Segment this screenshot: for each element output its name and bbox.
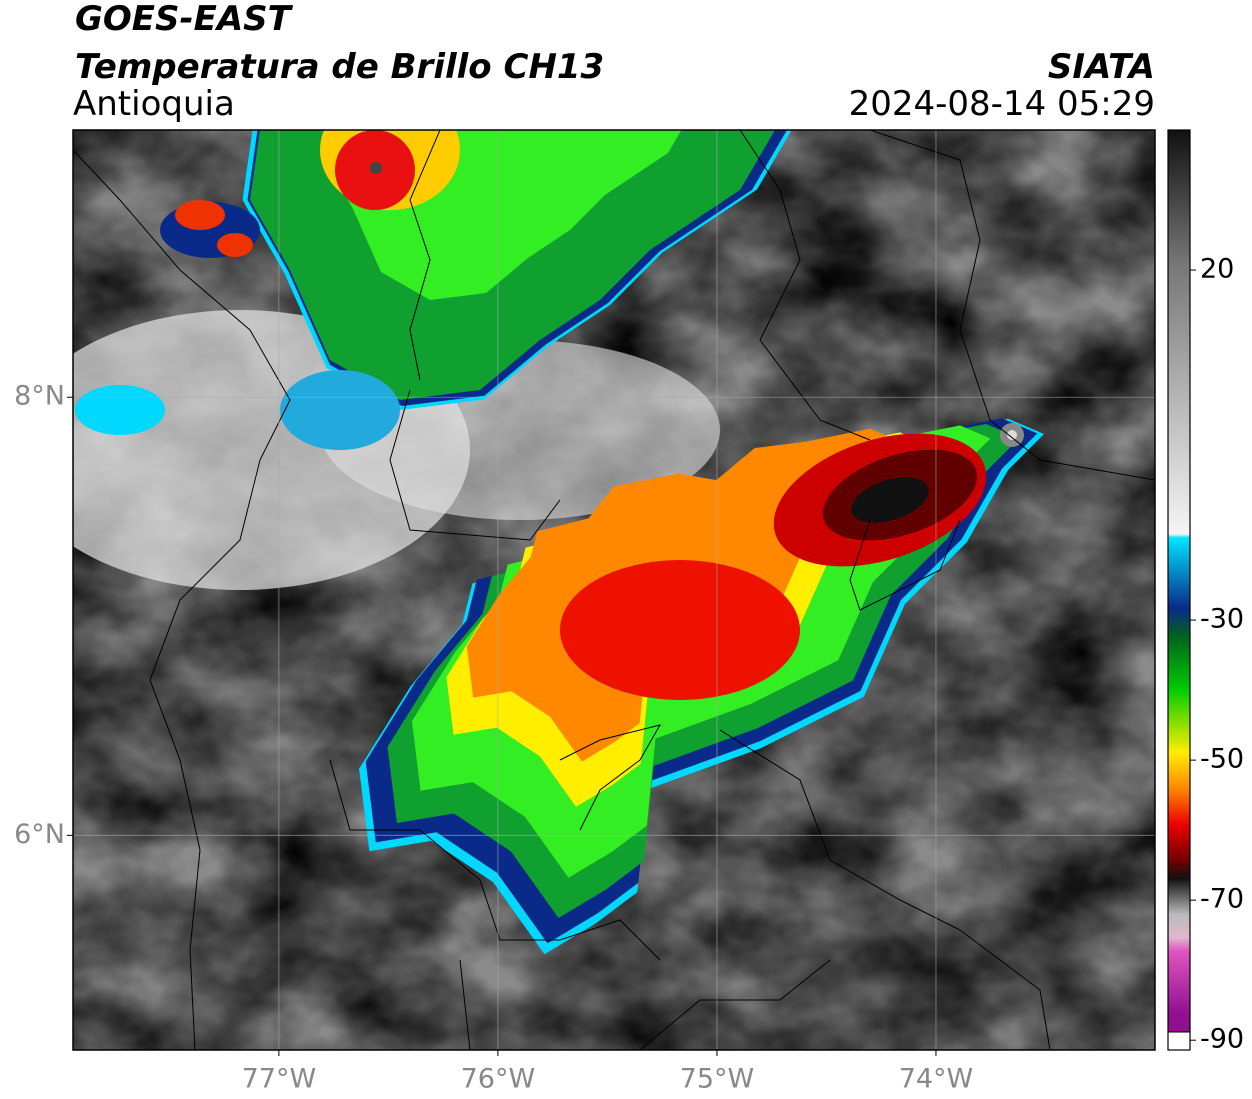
map-image [73,130,1155,1050]
x-tick-label: 75°W [680,1064,755,1095]
source-label: SIATA [1048,47,1155,87]
product-title: Temperatura de Brillo CH13 [75,47,604,87]
colorbar [1168,130,1190,1032]
colorbar-tick-label: -30 [1200,604,1244,635]
datetime-label: 2024-08-14 05:29 [849,84,1155,124]
colorbar-tick-label: -90 [1200,1024,1244,1055]
satellite-title: GOES-EAST [75,0,294,39]
x-tick-label: 76°W [461,1064,536,1095]
colorbar-extension [1167,1031,1191,1051]
x-tick-label: 77°W [242,1064,317,1095]
colorbar-tick-label: 20 [1200,254,1234,285]
colorbar-tick-label: -70 [1200,884,1244,915]
map-frame [72,129,1156,1051]
y-tick-label: 8°N [14,381,65,412]
colorbar-frame [1167,129,1191,1051]
region-label: Antioquia [73,84,235,124]
colorbar-tick-label: -50 [1200,744,1244,775]
x-tick-label: 74°W [899,1064,974,1095]
y-tick-label: 6°N [14,819,65,850]
grid [73,130,1155,1050]
